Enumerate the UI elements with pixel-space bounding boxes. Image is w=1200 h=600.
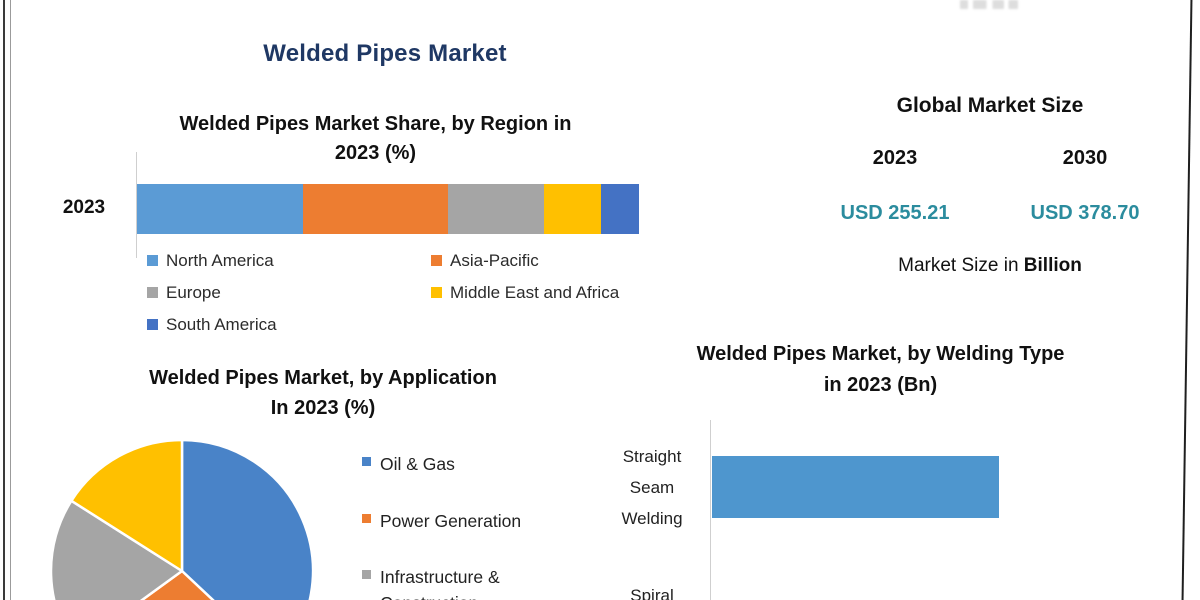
legend-item-north-america: North America xyxy=(147,251,274,271)
region-segment-asia-pacific xyxy=(302,184,449,234)
legend-item-south-america: South America xyxy=(147,315,277,335)
legend-item-middle-east-africa: Middle East and Africa xyxy=(431,283,619,303)
legend-label: Infrastructure & Construction xyxy=(380,567,500,600)
welding-bar-straight-seam xyxy=(712,456,999,518)
middle-east-africa-swatch-icon xyxy=(431,287,442,298)
global-market-size-heading: Global Market Size xyxy=(896,94,1084,117)
legend-item-power-generation: Power Generation xyxy=(362,508,535,534)
asia-pacific-swatch-icon xyxy=(431,255,442,266)
pie-slice-power-generation xyxy=(139,569,215,600)
legend-label: Asia-Pacific xyxy=(450,251,539,270)
application-chart-title-line1: Welded Pipes Market, by Application xyxy=(149,367,497,389)
legend-label: South America xyxy=(166,315,277,334)
year-2030-label: 2030 xyxy=(1062,147,1108,169)
legend-label: Middle East and Africa xyxy=(450,283,620,302)
region-chart-title-line2: 2023 (%) xyxy=(334,142,417,164)
welding-category-spiral-cropped: Spiral xyxy=(630,586,674,600)
legend-item-europe: Europe xyxy=(147,283,221,303)
market-size-unit-line: Market Size in Billion xyxy=(795,255,1185,277)
application-chart-title: Welded Pipes Market, by Application In 2… xyxy=(78,363,568,423)
region-stacked-bar xyxy=(137,184,639,234)
legend-item-oil-gas: Oil & Gas xyxy=(362,451,535,477)
year-2023-label: 2023 xyxy=(872,147,918,169)
pie-slice-oil-gas xyxy=(180,438,315,600)
legend-label: Oil & Gas xyxy=(380,454,455,474)
page-border-left-inner xyxy=(10,0,11,600)
welding-chart-title-line1: Welded Pipes Market, by Welding Type xyxy=(696,343,1065,365)
welding-chart-title: Welded Pipes Market, by Welding Type in … xyxy=(648,339,1113,401)
region-segment-south-america xyxy=(601,184,639,234)
welding-chart-title-line2: in 2023 (Bn) xyxy=(823,374,938,396)
power-generation-swatch-icon xyxy=(362,514,371,523)
welding-y-axis-line xyxy=(710,420,711,600)
region-axis-category-label: 2023 xyxy=(62,197,106,218)
unit-prefix: Market Size in xyxy=(898,255,1024,276)
europe-swatch-icon xyxy=(147,287,158,298)
region-segment-europe xyxy=(448,184,544,234)
north-america-swatch-icon xyxy=(147,255,158,266)
oil-gas-swatch-icon xyxy=(362,457,371,466)
region-y-axis-line xyxy=(136,152,137,258)
application-pie xyxy=(49,438,315,600)
legend-label: Europe xyxy=(166,283,221,302)
unit-bold: Billion xyxy=(1023,255,1082,276)
welding-category-straight-seam: Straight Seam Welding xyxy=(621,447,683,528)
south-america-swatch-icon xyxy=(147,319,158,330)
pie-slice-infrastructure-construction xyxy=(49,499,184,600)
market-value-2030: USD 378.70 xyxy=(1030,202,1140,224)
legend-item-asia-pacific: Asia-Pacific xyxy=(431,251,539,271)
pie-slice-cropped xyxy=(70,438,184,573)
legend-item-infrastructure-construction: Infrastructure & Construction xyxy=(362,564,535,600)
market-value-2023: USD 255.21 xyxy=(840,202,950,224)
region-chart-title: Welded Pipes Market Share, by Region in … xyxy=(118,110,633,168)
infrastructure-construction-swatch-icon xyxy=(362,570,371,579)
region-chart-title-line1: Welded Pipes Market Share, by Region in xyxy=(179,113,572,135)
page-border-left-outer xyxy=(3,0,5,600)
legend-label: Power Generation xyxy=(380,511,522,531)
cropped-text-artifact xyxy=(960,0,1018,9)
page-border-right xyxy=(1181,0,1193,600)
region-segment-north-america xyxy=(137,184,303,234)
application-chart-title-line2: In 2023 (%) xyxy=(270,397,376,419)
legend-label: North America xyxy=(166,251,274,270)
region-segment-middle-east-and-africa xyxy=(543,184,602,234)
page-title: Welded Pipes Market xyxy=(263,40,507,67)
